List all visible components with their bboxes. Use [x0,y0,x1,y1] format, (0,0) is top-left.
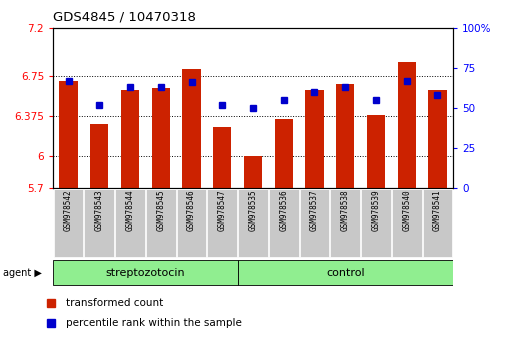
Text: GSM978537: GSM978537 [310,190,318,232]
Text: percentile rank within the sample: percentile rank within the sample [66,318,241,329]
Text: GSM978541: GSM978541 [432,190,441,232]
Bar [90,124,108,188]
Bar [176,189,206,257]
Bar [237,260,452,285]
Bar [238,189,267,257]
Text: GSM978540: GSM978540 [401,190,411,232]
Bar [366,115,384,188]
Text: GSM978539: GSM978539 [371,190,380,232]
Text: GSM978542: GSM978542 [64,190,73,232]
Text: GSM978545: GSM978545 [156,190,165,232]
Bar [59,81,78,188]
Bar [53,260,237,285]
Text: streptozotocin: streptozotocin [106,268,185,278]
Text: GSM978538: GSM978538 [340,190,349,232]
Text: control: control [325,268,364,278]
Text: GSM978546: GSM978546 [187,190,195,232]
Bar [422,189,451,257]
Bar [335,84,354,188]
Bar [213,127,231,188]
Bar [361,189,390,257]
Bar [151,88,170,188]
Bar [305,90,323,188]
Text: GSM978536: GSM978536 [279,190,288,232]
Bar [115,189,144,257]
Bar [391,189,421,257]
Bar [121,90,139,188]
Bar [274,119,292,188]
Bar [330,189,360,257]
Bar [397,62,415,188]
Text: GSM978543: GSM978543 [94,190,104,232]
Bar [243,156,262,188]
Bar [268,189,298,257]
Bar [145,189,175,257]
Bar [207,189,237,257]
Text: GDS4845 / 10470318: GDS4845 / 10470318 [53,11,195,24]
Text: transformed count: transformed count [66,298,163,308]
Text: GSM978535: GSM978535 [248,190,257,232]
Text: GSM978544: GSM978544 [125,190,134,232]
Bar [299,189,329,257]
Text: GSM978547: GSM978547 [217,190,226,232]
Bar [84,189,114,257]
Bar [54,189,83,257]
Bar [427,90,446,188]
Bar [182,69,200,188]
Text: agent ▶: agent ▶ [3,268,41,278]
